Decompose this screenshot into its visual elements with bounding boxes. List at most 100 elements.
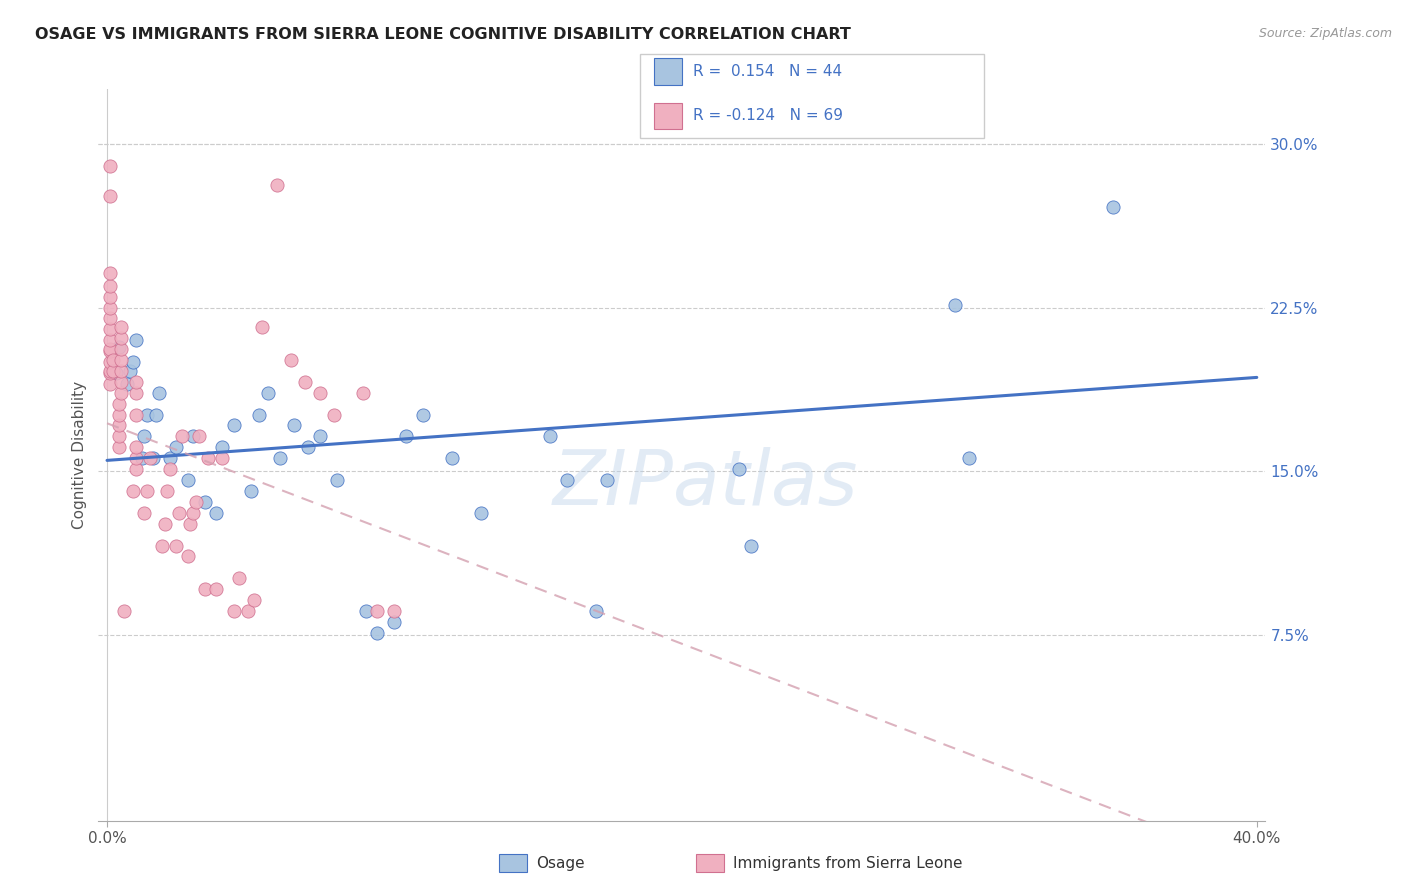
Point <box>352 385 374 400</box>
Point <box>181 429 204 443</box>
Text: Osage: Osage <box>536 855 585 871</box>
Point <box>145 408 167 422</box>
Point <box>98 290 121 304</box>
Point <box>107 340 129 354</box>
Point <box>197 451 219 466</box>
Point <box>98 366 121 380</box>
Point <box>280 353 302 368</box>
Point <box>228 571 250 585</box>
Point <box>101 364 124 378</box>
Point <box>366 625 388 640</box>
Point <box>118 364 141 378</box>
Point <box>257 385 280 400</box>
Point <box>122 483 145 498</box>
Point <box>176 473 198 487</box>
Point <box>366 604 388 618</box>
Point <box>159 451 181 466</box>
Point <box>555 473 578 487</box>
Point <box>326 473 349 487</box>
Point <box>101 353 124 368</box>
Point <box>440 451 463 466</box>
Point <box>308 385 330 400</box>
Point <box>384 615 406 629</box>
Point <box>167 506 190 520</box>
Point <box>98 364 121 378</box>
Point <box>266 178 288 193</box>
Point <box>596 473 619 487</box>
Point <box>165 440 187 454</box>
Point <box>186 495 208 509</box>
Point <box>354 604 377 618</box>
Point <box>412 408 434 422</box>
Point <box>107 396 129 410</box>
Point <box>159 462 181 476</box>
Point <box>194 495 217 509</box>
Point <box>239 483 262 498</box>
Point <box>470 506 492 520</box>
Point <box>98 301 121 315</box>
Point <box>98 322 121 336</box>
Point <box>125 440 148 454</box>
Text: OSAGE VS IMMIGRANTS FROM SIERRA LEONE COGNITIVE DISABILITY CORRELATION CHART: OSAGE VS IMMIGRANTS FROM SIERRA LEONE CO… <box>35 27 851 42</box>
Point <box>131 451 153 466</box>
Point <box>107 440 129 454</box>
Point <box>98 376 121 391</box>
Point <box>188 429 211 443</box>
Point <box>943 298 966 312</box>
Point <box>205 506 228 520</box>
Point <box>211 451 233 466</box>
Point <box>1102 200 1125 214</box>
Text: R =  0.154   N = 44: R = 0.154 N = 44 <box>693 64 842 78</box>
Point <box>957 451 980 466</box>
Text: R = -0.124   N = 69: R = -0.124 N = 69 <box>693 109 844 123</box>
Point <box>125 385 148 400</box>
Point <box>98 266 121 280</box>
Point <box>110 385 132 400</box>
Point <box>110 320 132 334</box>
Point <box>222 604 245 618</box>
Point <box>323 408 346 422</box>
Point <box>107 408 129 422</box>
Point <box>125 408 148 422</box>
Point <box>115 376 138 391</box>
Text: Source: ZipAtlas.com: Source: ZipAtlas.com <box>1258 27 1392 40</box>
Point <box>110 331 132 345</box>
Point <box>98 342 121 356</box>
Point <box>395 429 418 443</box>
Point <box>384 604 406 618</box>
Point <box>181 506 204 520</box>
Point <box>148 385 170 400</box>
Point <box>98 344 121 359</box>
Point <box>125 333 148 347</box>
Point <box>136 408 159 422</box>
Point <box>170 429 193 443</box>
Point <box>110 353 132 368</box>
Point <box>104 366 127 380</box>
Point <box>740 539 762 553</box>
Point <box>150 539 173 553</box>
Point <box>153 516 176 531</box>
Point <box>294 375 316 389</box>
Point <box>134 506 156 520</box>
Point <box>110 375 132 389</box>
Point <box>728 462 751 476</box>
Point <box>98 333 121 347</box>
Point <box>176 549 198 564</box>
Point <box>136 483 159 498</box>
Point <box>125 451 148 466</box>
Text: ZIPatlas: ZIPatlas <box>553 447 858 521</box>
Point <box>110 342 132 356</box>
Point <box>194 582 217 597</box>
Point <box>112 604 135 618</box>
Point <box>98 189 121 203</box>
Point <box>236 604 259 618</box>
Point <box>297 440 319 454</box>
Point <box>98 311 121 326</box>
Point <box>98 159 121 173</box>
Point <box>538 429 561 443</box>
Point <box>205 582 228 597</box>
Point <box>252 320 274 334</box>
Point <box>107 418 129 433</box>
Text: Immigrants from Sierra Leone: Immigrants from Sierra Leone <box>733 855 962 871</box>
Point <box>122 355 145 369</box>
